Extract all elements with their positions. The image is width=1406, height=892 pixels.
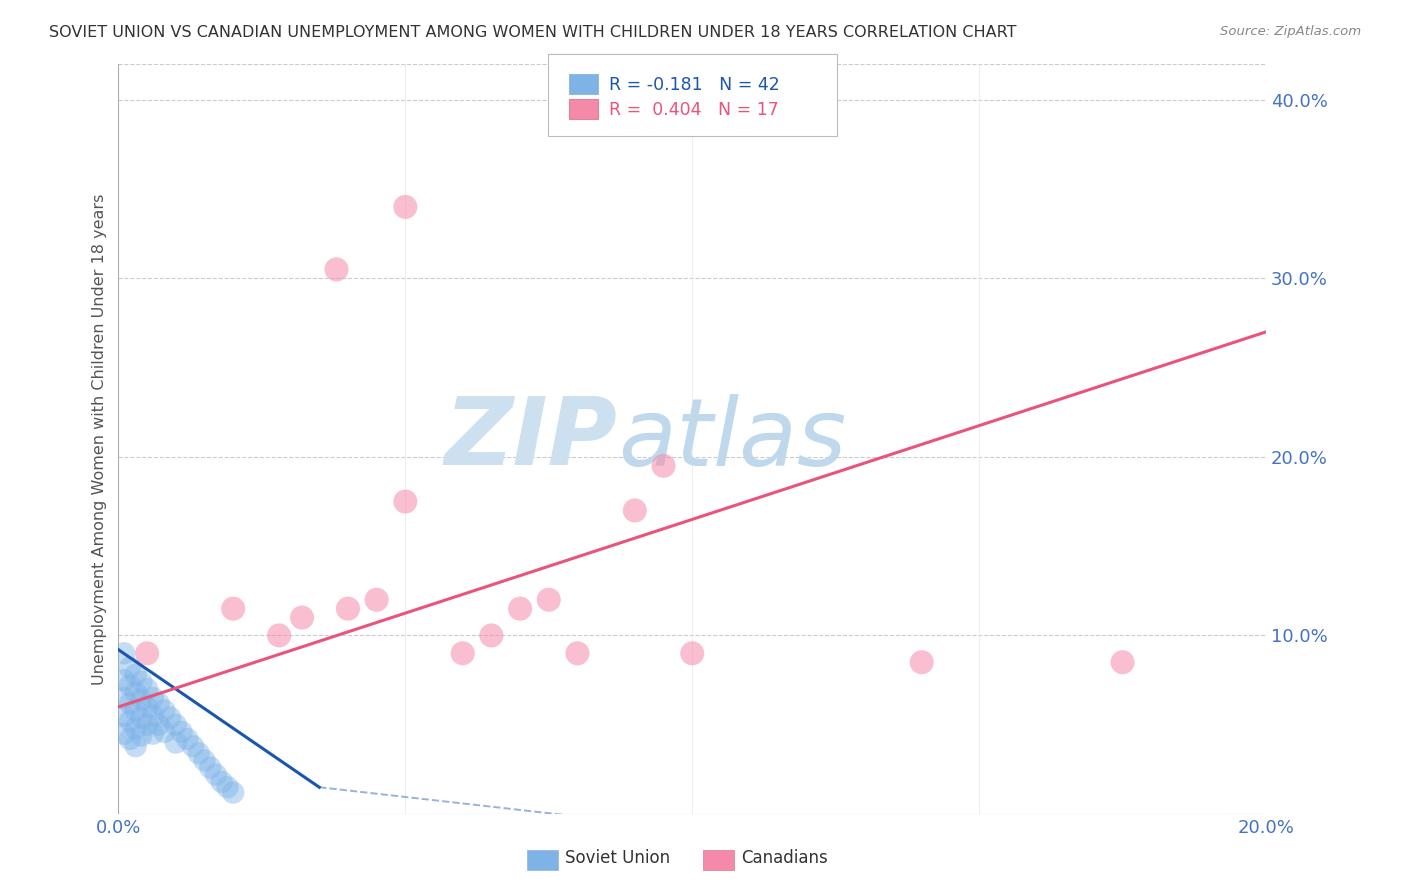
Point [624, 503, 647, 517]
Point [136, 699, 159, 714]
Point [222, 786, 245, 800]
Point [124, 667, 146, 681]
Point [479, 628, 502, 642]
Point [170, 724, 193, 739]
Y-axis label: Unemployment Among Women with Children Under 18 years: Unemployment Among Women with Children U… [93, 194, 107, 685]
Point [325, 262, 347, 277]
Point [291, 610, 314, 624]
Text: R = -0.181   N = 42: R = -0.181 N = 42 [609, 76, 779, 94]
Text: Canadians: Canadians [741, 849, 828, 867]
Point [136, 717, 159, 731]
Point [136, 646, 159, 660]
Point [124, 685, 146, 699]
Point [366, 592, 388, 607]
Point [153, 724, 176, 739]
Point [142, 726, 165, 740]
Text: ZIP: ZIP [444, 393, 617, 485]
Point [217, 780, 239, 795]
Point [153, 703, 176, 717]
Point [112, 690, 135, 705]
Point [112, 646, 135, 660]
Point [681, 646, 703, 660]
Point [131, 674, 153, 689]
Point [131, 728, 153, 742]
Point [136, 681, 159, 696]
Point [112, 673, 135, 687]
Point [148, 717, 170, 731]
Text: SOVIET UNION VS CANADIAN UNEMPLOYMENT AMONG WOMEN WITH CHILDREN UNDER 18 YEARS C: SOVIET UNION VS CANADIAN UNEMPLOYMENT AM… [49, 25, 1017, 40]
Point [131, 710, 153, 724]
Text: R =  0.404   N = 17: R = 0.404 N = 17 [609, 101, 779, 119]
Text: Soviet Union: Soviet Union [565, 849, 671, 867]
Point [394, 494, 416, 508]
Point [211, 775, 233, 789]
Point [537, 592, 560, 607]
Point [222, 601, 245, 615]
Point [451, 646, 474, 660]
Point [176, 731, 198, 746]
Point [165, 735, 187, 749]
Point [336, 601, 359, 615]
Point [118, 678, 141, 692]
Point [181, 739, 204, 753]
Point [124, 703, 146, 717]
Point [142, 708, 165, 723]
Point [200, 761, 222, 775]
Point [112, 708, 135, 723]
Point [148, 696, 170, 710]
Point [131, 692, 153, 706]
Point [205, 768, 228, 782]
Point [118, 696, 141, 710]
Point [118, 660, 141, 674]
Text: atlas: atlas [617, 393, 846, 484]
Point [142, 690, 165, 705]
Text: Source: ZipAtlas.com: Source: ZipAtlas.com [1220, 25, 1361, 38]
Point [165, 717, 187, 731]
Point [112, 726, 135, 740]
Point [118, 714, 141, 728]
Point [269, 628, 291, 642]
Point [394, 200, 416, 214]
Point [159, 710, 181, 724]
Point [509, 601, 531, 615]
Point [1111, 655, 1133, 669]
Point [193, 754, 215, 768]
Point [187, 746, 209, 760]
Point [652, 458, 675, 473]
Point [911, 655, 934, 669]
Point [567, 646, 589, 660]
Point [124, 739, 146, 753]
Point [118, 731, 141, 746]
Point [124, 721, 146, 735]
